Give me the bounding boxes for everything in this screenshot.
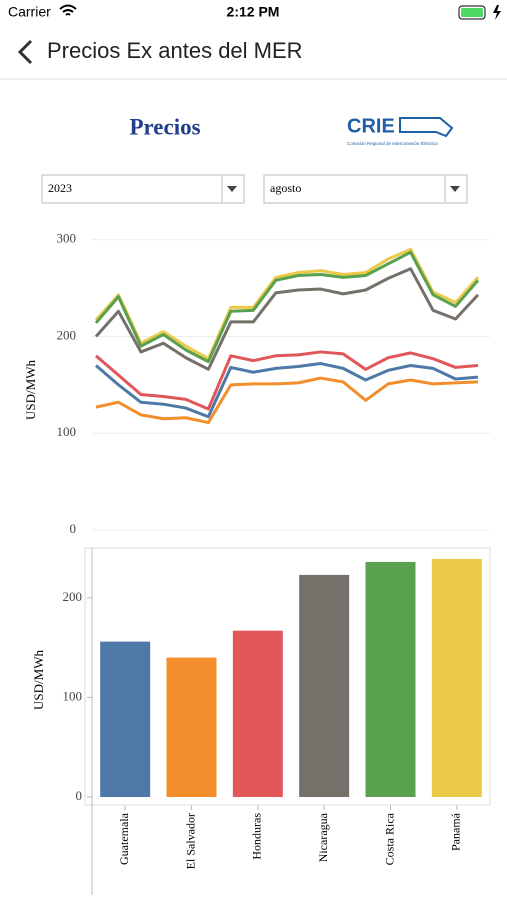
logo-text: CRIE: [347, 115, 395, 137]
year-value: 2023: [48, 181, 72, 195]
month-dropdown[interactable]: [263, 174, 468, 204]
y-axis-label: USD/MWh: [31, 650, 46, 710]
y-tick-label: 200: [63, 589, 83, 604]
wifi-icon: [59, 4, 77, 16]
dropdown-arrow: [450, 186, 460, 192]
y-tick-label: 100: [63, 688, 83, 703]
clock: 2:12 PM: [227, 4, 280, 20]
bar: [232, 630, 283, 797]
line-series: [95, 350, 479, 411]
line-series: [94, 250, 480, 364]
y-tick-label: 0: [70, 521, 77, 536]
dropdown-arrow: [227, 186, 237, 192]
bar-plot-frame: [84, 547, 491, 806]
bar: [431, 558, 482, 797]
x-tick-label: El Salvador: [183, 813, 197, 869]
year-dropdown[interactable]: [41, 174, 245, 204]
x-tick-label: Costa Rica: [382, 812, 396, 865]
bar: [166, 657, 217, 797]
x-tick-label: Panamá: [449, 812, 463, 851]
x-tick-label: Guatemala: [117, 812, 131, 865]
bar: [299, 574, 350, 797]
line-series: [94, 247, 480, 361]
x-tick-label: Honduras: [250, 813, 264, 860]
nav-title: Precios Ex antes del MER: [47, 38, 303, 63]
carrier: Carrier: [8, 4, 51, 20]
bar: [100, 641, 151, 797]
y-tick-label: 0: [76, 788, 83, 803]
battery-level: [461, 8, 483, 17]
line-series: [95, 362, 479, 419]
y-tick-label: 200: [57, 327, 77, 342]
bar: [365, 561, 416, 797]
line-series: [94, 267, 480, 371]
y-tick-label: 300: [57, 231, 77, 246]
back-button[interactable]: [17, 39, 33, 65]
header-title: Precios: [129, 114, 200, 139]
y-axis-label: USD/MWh: [23, 360, 38, 420]
x-tick-label: Nicaragua: [316, 812, 330, 862]
y-tick-label: 100: [57, 424, 77, 439]
logo-map: [399, 117, 454, 138]
charging-icon: [493, 5, 501, 20]
line-series: [95, 376, 479, 425]
month-value: agosto: [270, 181, 301, 195]
battery: [458, 5, 486, 20]
logo-subtitle: Comisión Regional de Interconexión Eléct…: [347, 141, 438, 146]
